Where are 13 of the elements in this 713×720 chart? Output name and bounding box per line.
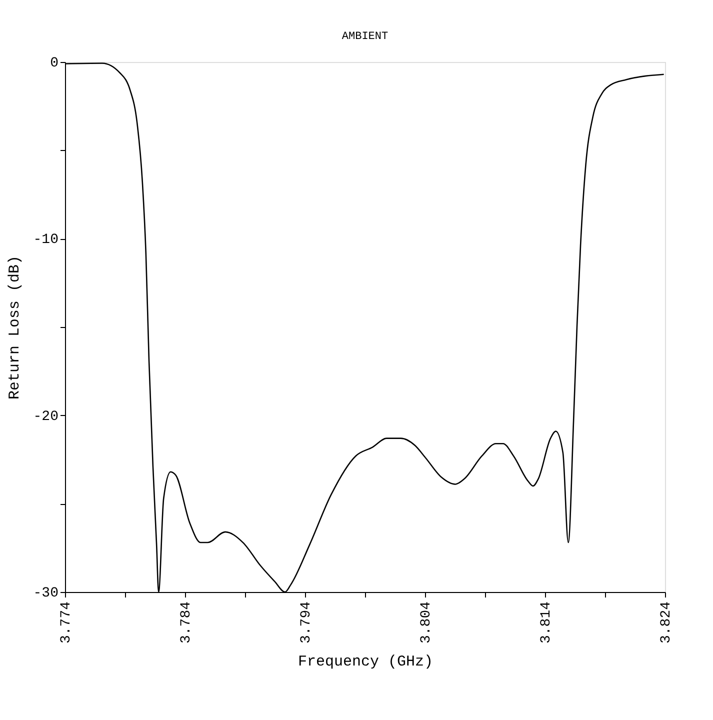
chart-title: AMBIENT (342, 31, 388, 43)
y-tick-label: 0 (50, 56, 58, 72)
x-tick-label: 3.804 (418, 602, 434, 644)
y-axis-title: Return Loss (dB) (6, 255, 24, 400)
x-tick-label: 3.814 (538, 602, 554, 644)
y-tick-label: -20 (33, 408, 58, 425)
x-axis-title: Frequency (GHz) (298, 654, 434, 671)
x-tick-label: 3.794 (298, 602, 314, 644)
y-tick-label: -10 (33, 232, 58, 248)
y-tick-label: -30 (33, 586, 58, 602)
x-tick-label: 3.784 (178, 602, 194, 644)
x-tick-label: 3.824 (658, 602, 674, 644)
x-tick-label: 3.774 (58, 602, 74, 644)
